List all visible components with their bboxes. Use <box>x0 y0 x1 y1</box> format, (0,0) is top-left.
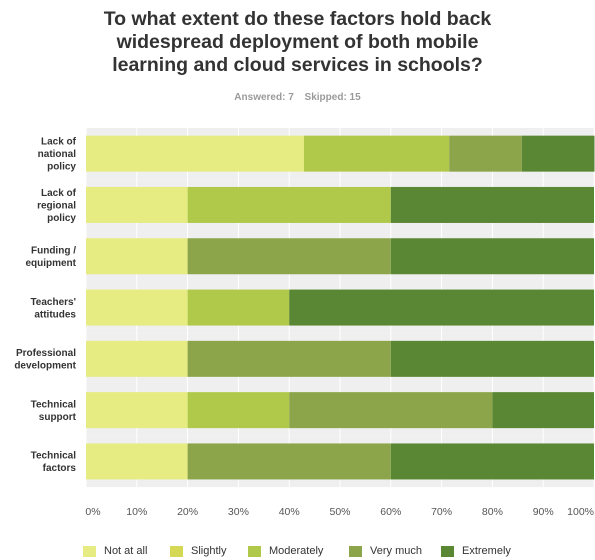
category-label-line: Teachers' <box>30 297 76 308</box>
chart-title: To what extent do these factors hold bac… <box>0 8 595 77</box>
bar-segment <box>521 135 595 172</box>
bar-segment <box>187 238 391 275</box>
category-label-line: policy <box>47 213 76 224</box>
category-label-line: equipment <box>25 258 76 269</box>
category-label-line: Technical <box>31 451 77 462</box>
category-label-line: factors <box>43 463 77 474</box>
x-tick-label: 0% <box>85 506 100 518</box>
category-label-line: attitudes <box>34 309 76 320</box>
x-tick-label: 40% <box>279 506 300 518</box>
legend-item: Slightly <box>170 544 226 558</box>
legend-item: Not at all <box>83 544 147 558</box>
bar-segment <box>187 392 290 429</box>
legend-swatch <box>441 545 454 557</box>
category-label-line: Lack of <box>41 137 77 148</box>
legend-swatch <box>170 545 183 557</box>
bar-segment <box>86 135 304 172</box>
x-tick-label: 60% <box>380 506 401 518</box>
legend-label: Very much <box>370 545 422 557</box>
category-label-line: development <box>14 361 76 372</box>
category-label-line: Lack of <box>41 188 77 199</box>
bar-segment <box>390 186 594 223</box>
legend-swatch <box>83 545 96 557</box>
category-label-line: regional <box>37 200 76 211</box>
bar-segment <box>187 289 290 326</box>
category-label: Funding / equipment <box>25 246 76 270</box>
legend-label: Moderately <box>269 545 324 557</box>
answered-count: Answered: 7 <box>234 92 294 103</box>
bar-segment <box>86 340 188 377</box>
x-tick-label: 50% <box>329 506 350 518</box>
legend-label: Slightly <box>191 545 227 557</box>
bar-segment <box>492 392 594 429</box>
category-label-line: Professional <box>16 348 76 359</box>
legend-label: Extremely <box>462 545 511 557</box>
category-label-line: Technical <box>31 399 77 410</box>
category-label-line: Funding / <box>31 246 76 257</box>
skipped-count: Skipped: 15 <box>304 92 361 103</box>
x-tick-label: 80% <box>482 506 503 518</box>
bar-segment <box>390 443 594 480</box>
bar-segment <box>86 392 188 429</box>
bar-segment <box>86 289 188 326</box>
x-tick-label: 20% <box>177 506 198 518</box>
bar-segment <box>303 135 450 172</box>
legend-item: Extremely <box>441 544 511 558</box>
category-label-line: support <box>39 412 77 423</box>
x-tick-label: 90% <box>533 506 554 518</box>
chart-title-line-3: learning and cloud services in schools? <box>112 54 483 76</box>
response-summary: Answered: 7 Skipped: 15 <box>0 92 595 103</box>
bar-segment <box>187 443 391 480</box>
legend-swatch <box>248 545 261 557</box>
chart-title-line-2: widespread deployment of both mobile <box>116 31 479 53</box>
bar-segment <box>187 186 391 223</box>
x-tick-label: 70% <box>431 506 452 518</box>
bar-segment <box>289 392 493 429</box>
bar-segment <box>86 186 188 223</box>
legend-swatch <box>349 545 362 557</box>
bar-segment <box>187 340 391 377</box>
x-tick-label: 10% <box>126 506 147 518</box>
category-label: Lack of regional policy <box>37 188 77 224</box>
bar-segment <box>449 135 522 172</box>
x-tick-label: 30% <box>228 506 249 518</box>
bar-segment <box>390 340 594 377</box>
chart-title-line-1: To what extent do these factors hold bac… <box>103 8 492 30</box>
category-label: Technical factors <box>31 451 77 475</box>
category-label: Technical support <box>31 399 77 423</box>
bar-segment <box>86 238 188 275</box>
category-label: Teachers' attitudes <box>30 297 76 321</box>
category-label: Professional development <box>14 348 76 372</box>
chart-legend: Not at all Slightly Moderately Very much Ext… <box>0 544 595 560</box>
bar-segment <box>86 443 188 480</box>
bar-segment <box>390 238 594 275</box>
category-label-line: national <box>38 149 77 160</box>
legend-label: Not at all <box>104 545 148 557</box>
legend-item: Very much <box>349 544 422 558</box>
category-label-line: policy <box>47 162 76 173</box>
legend-item: Moderately <box>248 544 323 558</box>
x-tick-label: 100% <box>567 506 594 518</box>
bar-segment <box>289 289 594 326</box>
category-label: Lack of national policy <box>38 137 77 173</box>
